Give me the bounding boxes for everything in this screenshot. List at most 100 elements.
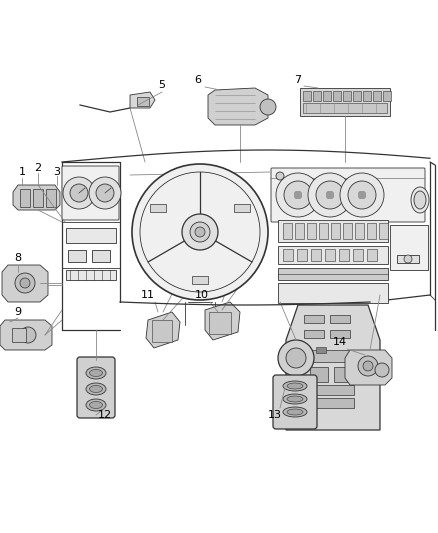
Bar xyxy=(278,220,388,242)
Circle shape xyxy=(294,191,302,199)
Circle shape xyxy=(348,181,376,209)
Bar xyxy=(343,91,351,101)
Bar xyxy=(325,249,335,261)
Circle shape xyxy=(294,191,302,199)
Bar xyxy=(331,223,340,239)
Circle shape xyxy=(96,184,114,202)
Bar xyxy=(353,249,363,261)
Bar xyxy=(92,250,110,262)
Circle shape xyxy=(294,191,302,199)
FancyBboxPatch shape xyxy=(77,357,115,418)
Polygon shape xyxy=(286,305,380,430)
Circle shape xyxy=(358,191,366,199)
Bar xyxy=(313,91,321,101)
Bar xyxy=(283,249,293,261)
Text: 9: 9 xyxy=(14,307,21,317)
Bar xyxy=(339,249,349,261)
FancyBboxPatch shape xyxy=(62,166,119,220)
Bar xyxy=(297,249,307,261)
Bar xyxy=(383,91,391,101)
Circle shape xyxy=(326,191,334,199)
Circle shape xyxy=(15,273,35,293)
Bar xyxy=(46,189,56,207)
Circle shape xyxy=(404,255,412,263)
Bar xyxy=(307,223,316,239)
Circle shape xyxy=(358,191,366,199)
Bar xyxy=(233,204,250,212)
Bar xyxy=(278,246,388,264)
Ellipse shape xyxy=(287,383,303,389)
Circle shape xyxy=(132,164,268,300)
Polygon shape xyxy=(208,88,268,125)
Circle shape xyxy=(326,191,334,199)
Circle shape xyxy=(284,181,312,209)
Text: 8: 8 xyxy=(14,253,21,263)
Circle shape xyxy=(20,278,30,288)
Bar xyxy=(20,189,30,207)
Bar xyxy=(319,223,328,239)
Bar xyxy=(310,350,350,362)
Circle shape xyxy=(260,99,276,115)
Circle shape xyxy=(358,191,366,199)
Ellipse shape xyxy=(89,385,102,392)
Ellipse shape xyxy=(283,407,307,417)
Circle shape xyxy=(294,191,302,199)
Bar xyxy=(397,255,419,263)
FancyBboxPatch shape xyxy=(273,375,317,429)
Bar xyxy=(192,276,208,284)
Ellipse shape xyxy=(414,191,426,209)
Circle shape xyxy=(182,214,218,250)
Ellipse shape xyxy=(287,396,303,402)
Ellipse shape xyxy=(89,401,102,408)
Bar xyxy=(373,91,381,101)
Circle shape xyxy=(326,191,334,199)
Circle shape xyxy=(294,191,302,199)
Polygon shape xyxy=(205,302,240,340)
Circle shape xyxy=(358,191,366,199)
Circle shape xyxy=(308,173,352,217)
Text: 7: 7 xyxy=(294,75,301,85)
Bar xyxy=(304,315,324,323)
Ellipse shape xyxy=(86,367,106,379)
Circle shape xyxy=(375,363,389,377)
Bar xyxy=(33,189,43,207)
Text: 14: 14 xyxy=(333,337,347,347)
Text: 5: 5 xyxy=(159,80,166,90)
Bar xyxy=(278,268,388,280)
Circle shape xyxy=(190,222,210,242)
Bar xyxy=(343,223,352,239)
Bar xyxy=(66,228,116,243)
Bar xyxy=(295,223,304,239)
Ellipse shape xyxy=(86,399,106,411)
Circle shape xyxy=(278,340,314,376)
Ellipse shape xyxy=(283,381,307,391)
Circle shape xyxy=(70,184,88,202)
Bar xyxy=(353,91,361,101)
Polygon shape xyxy=(130,92,155,108)
Bar xyxy=(316,347,326,353)
Bar xyxy=(310,367,328,382)
Circle shape xyxy=(294,191,302,199)
Bar xyxy=(12,328,26,342)
Polygon shape xyxy=(345,350,392,385)
Text: 2: 2 xyxy=(35,163,42,173)
Polygon shape xyxy=(0,320,52,350)
Bar xyxy=(379,223,388,239)
Polygon shape xyxy=(146,312,180,348)
Circle shape xyxy=(358,191,366,199)
Bar xyxy=(355,223,364,239)
FancyBboxPatch shape xyxy=(271,168,425,222)
Bar xyxy=(367,223,376,239)
Bar xyxy=(311,249,321,261)
Bar xyxy=(304,330,324,338)
Text: 3: 3 xyxy=(53,167,60,177)
Circle shape xyxy=(326,191,334,199)
Circle shape xyxy=(195,227,205,237)
Bar xyxy=(333,91,341,101)
Bar xyxy=(330,330,350,338)
Bar xyxy=(152,320,172,342)
Bar xyxy=(308,385,354,395)
Text: 10: 10 xyxy=(195,290,209,300)
Text: 11: 11 xyxy=(141,290,155,300)
Circle shape xyxy=(294,191,302,199)
